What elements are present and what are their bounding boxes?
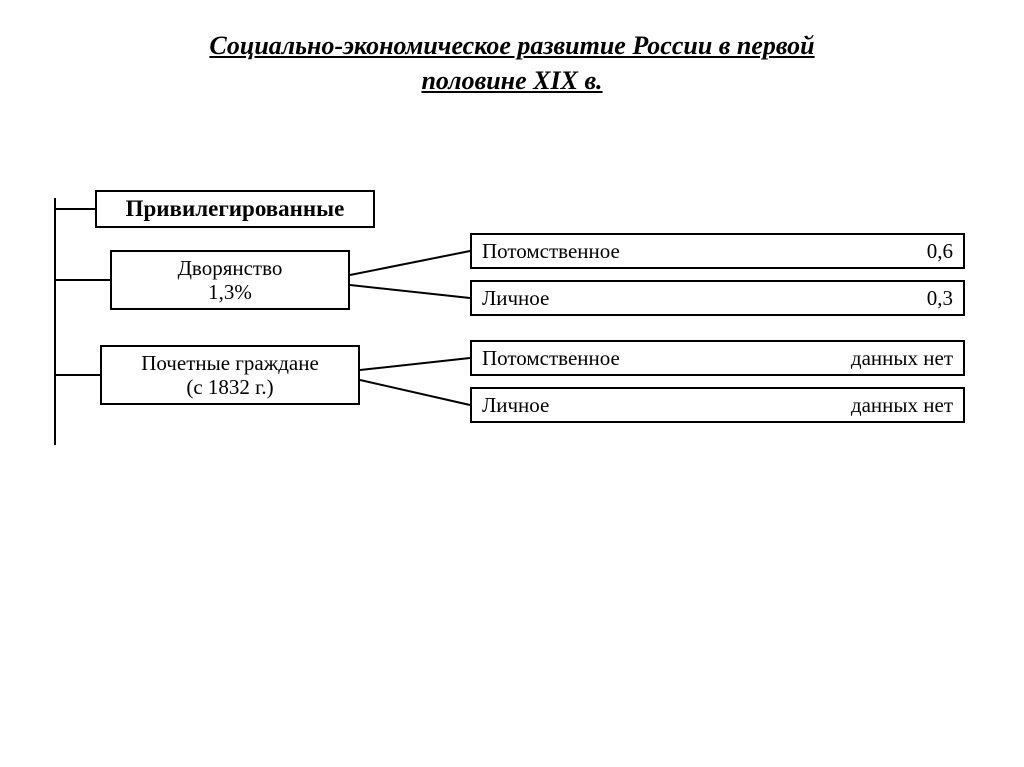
node-honorary-label: Почетные граждане (с 1832 г.) [141,351,319,399]
node-nobility: Дворянство 1,3% [110,250,350,310]
node-personal-1-left: Личное [482,286,549,311]
node-hereditary-2: Потомственное данных нет [470,340,965,376]
node-nobility-label: Дворянство 1,3% [178,256,283,304]
node-personal-2: Личное данных нет [470,387,965,423]
node-personal-2-left: Личное [482,393,549,418]
node-honorary: Почетные граждане (с 1832 г.) [100,345,360,405]
node-hereditary-1: Потомственное 0,6 [470,233,965,269]
node-privileged-label: Привилегированные [126,196,345,222]
node-personal-2-right: данных нет [851,393,953,418]
node-hereditary-2-left: Потомственное [482,346,620,371]
node-personal-1-right: 0,3 [927,286,953,311]
node-hereditary-2-right: данных нет [851,346,953,371]
node-hereditary-1-right: 0,6 [927,239,953,264]
node-privileged: Привилегированные [95,190,375,228]
node-personal-1: Личное 0,3 [470,280,965,316]
hierarchy-diagram: Привилегированные Дворянство 1,3% Почетн… [0,0,1024,767]
node-hereditary-1-left: Потомственное [482,239,620,264]
